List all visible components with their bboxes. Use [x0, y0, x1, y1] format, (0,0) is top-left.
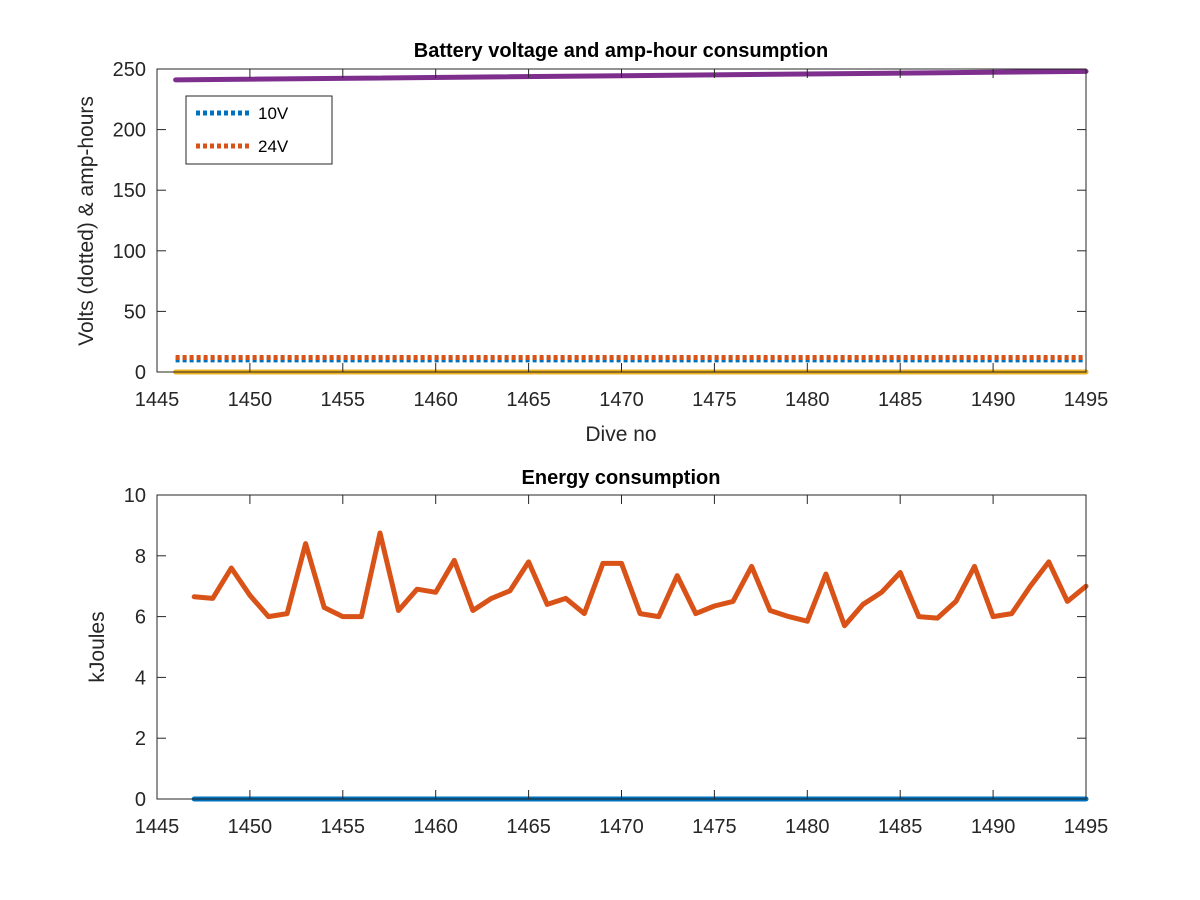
chart-0-xtick-label-0: 1445: [135, 389, 180, 411]
chart-1-xtick-label-1: 1450: [228, 816, 273, 838]
voltage-chart-ticks: 1445 1450 1455 1460 1465 1470 1475 1480 1485 1490…: [113, 59, 1109, 411]
chart-1-xtick-label-7: 1480: [785, 816, 830, 838]
chart-1-series-1-line: [191, 530, 1089, 629]
chart-0-xtick-label-7: 1480: [785, 389, 830, 411]
voltage-chart-axes-box: [156, 68, 1087, 373]
chart-0-xtick-label-1: 1450: [228, 389, 273, 411]
chart-1-xtick-label-9: 1490: [971, 816, 1016, 838]
chart-0-xtick-label-5: 1470: [599, 389, 644, 411]
chart-0-xtick-label-6: 1475: [692, 389, 737, 411]
legend-box: [185, 95, 333, 165]
energy-chart-ylabel: kJoules: [86, 611, 109, 682]
chart-1-ytick-label-1: 2: [135, 728, 146, 750]
chart-0-xtick-label-9: 1490: [971, 389, 1016, 411]
chart-0-ytick-label-2: 100: [113, 241, 146, 263]
chart-1-xtick-label-8: 1485: [878, 816, 923, 838]
chart-0-ytick-label-4: 200: [113, 120, 146, 142]
chart-1-xtick-label-4: 1465: [506, 816, 551, 838]
chart-0-xtick-label-4: 1465: [506, 389, 551, 411]
chart-0-ytick-label-1: 50: [124, 301, 146, 323]
voltage-chart-legend: 10V 24V: [185, 95, 333, 165]
chart-1-xtick-label-2: 1455: [321, 816, 366, 838]
chart-1-ytick-label-5: 10: [124, 485, 146, 507]
chart-0-ytick-label-0: 0: [135, 362, 146, 384]
voltage-chart-title: Battery voltage and amp-hour consumption: [414, 40, 828, 62]
chart-1-ytick-label-4: 8: [135, 546, 146, 568]
chart-0-series-3-line: [173, 68, 1089, 83]
energy-chart-title: Energy consumption: [522, 467, 721, 489]
voltage-chart: Battery voltage and amp-hour consumption…: [75, 40, 1108, 446]
chart-0-xtick-label-2: 1455: [321, 389, 366, 411]
chart-0-xtick-label-3: 1460: [413, 389, 458, 411]
chart-0-ytick-label-3: 150: [113, 180, 146, 202]
chart-0-xtick-label-10: 1495: [1064, 389, 1109, 411]
chart-1-ytick-label-2: 4: [135, 667, 146, 689]
chart-1-xtick-label-0: 1445: [135, 816, 180, 838]
energy-chart: Energy consumption kJoules 1445 1450 1455 1…: [86, 467, 1108, 838]
chart-1-ytick-label-3: 6: [135, 607, 146, 629]
chart-1-xtick-label-10: 1495: [1064, 816, 1109, 838]
chart-1-xtick-label-6: 1475: [692, 816, 737, 838]
voltage-chart-xlabel: Dive no: [585, 423, 656, 446]
chart-1-xtick-label-3: 1460: [413, 816, 458, 838]
energy-chart-marks: [191, 530, 1089, 802]
energy-chart-axes-box: [156, 494, 1087, 800]
chart-0-ytick-label-5: 250: [113, 59, 146, 81]
voltage-chart-ylabel: Volts (dotted) & amp-hours: [75, 96, 98, 346]
legend-label-10v: 10V: [258, 104, 289, 123]
legend-label-24v: 24V: [258, 137, 289, 156]
energy-chart-ticks: 1445 1450 1455 1460 1465 1470 1475 1480 1485 1490…: [124, 485, 1109, 838]
chart-1-xtick-label-5: 1470: [599, 816, 644, 838]
chart-1-ytick-label-0: 0: [135, 789, 146, 811]
chart-0-xtick-label-8: 1485: [878, 389, 923, 411]
